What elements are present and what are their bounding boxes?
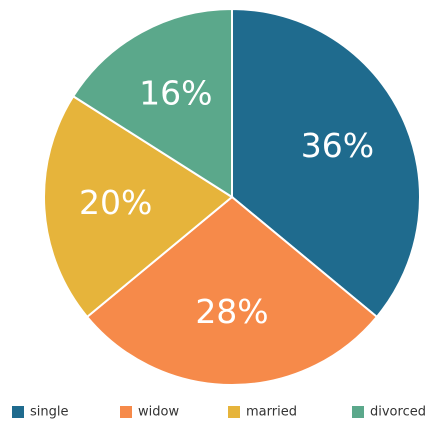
- legend-label: divorced: [370, 405, 426, 420]
- slice-label: 16%: [139, 73, 212, 112]
- pie-slice: [85, 195, 379, 386]
- legend-swatch: [12, 406, 24, 418]
- pie-slice: [231, 7, 421, 319]
- legend-label: widow: [138, 405, 179, 420]
- pie-slice: [71, 7, 233, 199]
- legend-swatch: [120, 406, 132, 418]
- slice-label: 28%: [195, 292, 268, 331]
- pie-slice: [43, 94, 234, 319]
- slice-label: 20%: [79, 183, 152, 222]
- legend-swatch: [352, 406, 364, 418]
- legend-label: single: [30, 405, 69, 420]
- legend-swatch: [228, 406, 240, 418]
- slice-label: 36%: [301, 126, 374, 165]
- legend-label: married: [246, 405, 297, 420]
